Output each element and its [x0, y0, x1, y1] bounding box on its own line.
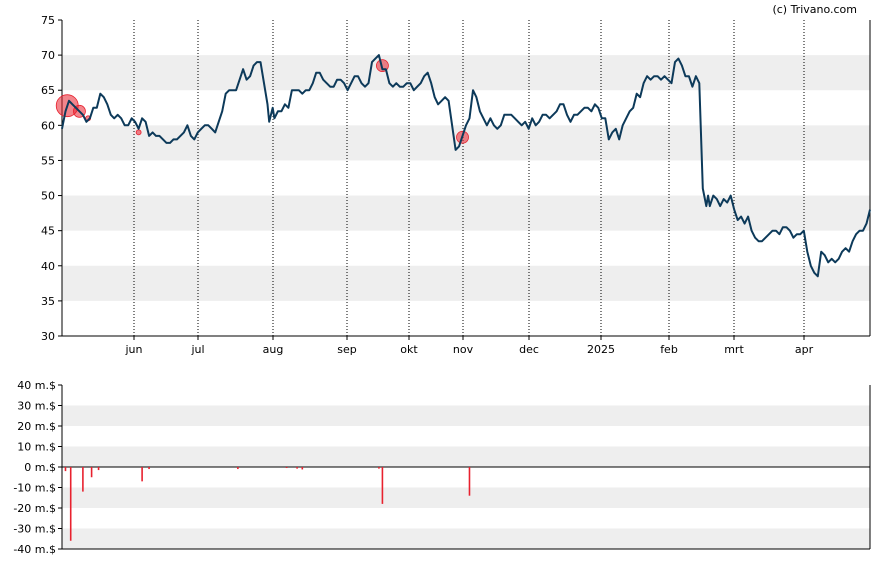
- price-x-tick-label: okt: [400, 343, 418, 356]
- flow-y-tick-label: -10 m.$: [13, 482, 56, 495]
- flow-grid-band: [62, 528, 870, 549]
- flow-grid-band: [62, 487, 870, 508]
- flow-y-tick-label: 10 m.$: [17, 441, 56, 454]
- price-grid-band: [62, 55, 870, 91]
- price-y-tick-label: 60: [41, 119, 55, 132]
- flow-grid-band: [62, 405, 870, 426]
- price-x-tick-label: feb: [660, 343, 678, 356]
- price-y-tick-label: 45: [41, 225, 55, 238]
- price-y-tick-label: 65: [41, 84, 55, 97]
- flow-grid-band: [62, 446, 870, 467]
- price-y-tick-label: 75: [41, 14, 55, 27]
- flow-y-tick-label: 20 m.$: [17, 420, 56, 433]
- flow-y-tick-label: -30 m.$: [13, 523, 56, 536]
- price-grid-band: [62, 195, 870, 231]
- flow-y-tick-label: 40 m.$: [17, 379, 56, 392]
- price-y-tick-label: 35: [41, 295, 55, 308]
- price-grid-band: [62, 265, 870, 301]
- flow-y-tick-label: 30 m.$: [17, 400, 56, 413]
- price-x-tick-label: nov: [453, 343, 474, 356]
- price-x-tick-label: aug: [263, 343, 284, 356]
- flow-y-tick-label: 0 m.$: [24, 461, 56, 474]
- price-x-tick-label: jun: [125, 343, 143, 356]
- price-y-tick-label: 55: [41, 154, 55, 167]
- price-y-tick-label: 70: [41, 49, 55, 62]
- price-x-tick-label: apr: [795, 343, 814, 356]
- price-x-tick-label: 2025: [587, 343, 615, 356]
- credit-label: (c) Trivano.com: [772, 3, 857, 16]
- price-x-tick-label: jul: [190, 343, 204, 356]
- price-y-tick-label: 40: [41, 260, 55, 273]
- price-grid-band: [62, 125, 870, 161]
- price-x-tick-label: mrt: [724, 343, 744, 356]
- flow-y-tick-label: -40 m.$: [13, 543, 56, 556]
- flow-y-tick-label: -20 m.$: [13, 502, 56, 515]
- price-line: [61, 54, 871, 278]
- price-y-tick-label: 30: [41, 330, 55, 343]
- price-y-tick-label: 50: [41, 190, 55, 203]
- trade-marker: [135, 129, 142, 136]
- price-x-tick-label: dec: [519, 343, 539, 356]
- price-x-tick-label: sep: [337, 343, 356, 356]
